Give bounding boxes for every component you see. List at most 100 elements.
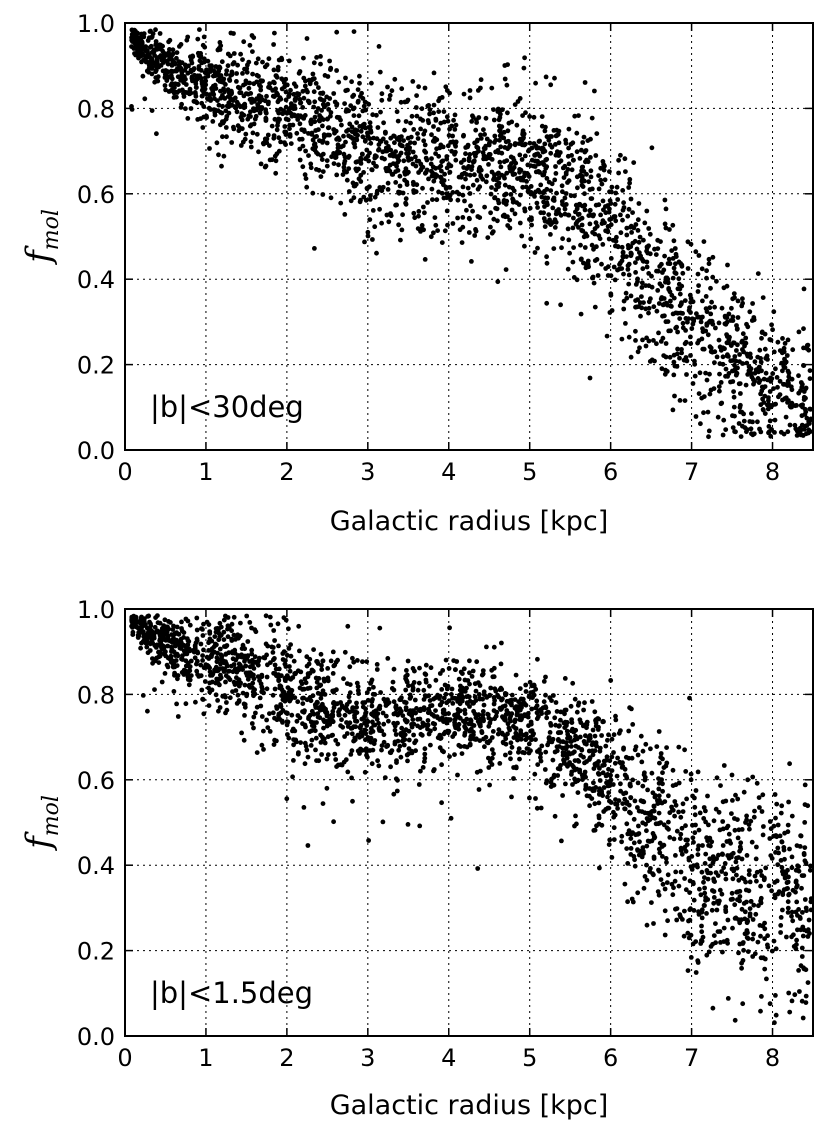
scatter-point xyxy=(773,850,778,855)
scatter-point xyxy=(663,206,669,212)
scatter-point xyxy=(503,267,509,272)
scatter-point xyxy=(409,113,415,119)
scatter-point xyxy=(771,309,777,315)
scatter-point xyxy=(324,756,330,762)
scatter-point xyxy=(391,720,397,726)
scatter-point xyxy=(758,933,763,939)
scatter-point xyxy=(432,215,438,221)
scatter-point xyxy=(406,728,412,734)
scatter-point xyxy=(702,890,708,896)
scatter-point xyxy=(471,708,476,714)
scatter-point xyxy=(167,52,173,58)
scatter-point xyxy=(319,157,325,163)
scatter-point xyxy=(633,260,638,265)
scatter-point xyxy=(552,75,557,81)
scatter-point xyxy=(312,134,318,140)
scatter-point xyxy=(806,917,812,923)
scatter-point xyxy=(621,306,627,312)
scatter-point xyxy=(362,138,368,144)
scatter-point xyxy=(566,161,572,167)
scatter-point xyxy=(361,170,366,175)
scatter-point xyxy=(731,394,737,400)
scatter-point xyxy=(365,754,370,760)
scatter-point xyxy=(611,750,616,755)
scatter-point xyxy=(380,819,386,825)
scatter-point xyxy=(720,799,726,805)
scatter-point xyxy=(195,658,200,664)
scatter-point xyxy=(160,48,166,54)
scatter-point xyxy=(639,280,645,286)
scatter-point xyxy=(154,642,160,648)
scatter-point xyxy=(664,880,670,885)
scatter-point xyxy=(221,153,227,159)
scatter-point xyxy=(737,352,742,357)
scatter-point xyxy=(185,672,191,677)
scatter-point xyxy=(298,100,303,106)
scatter-point xyxy=(345,127,351,133)
scatter-point xyxy=(478,85,483,91)
scatter-point xyxy=(611,809,616,815)
scatter-point xyxy=(428,234,434,240)
scatter-point xyxy=(673,251,679,257)
scatter-point xyxy=(687,292,693,298)
scatter-point xyxy=(322,692,328,697)
scatter-point xyxy=(416,213,421,219)
scatter-point xyxy=(567,735,573,740)
scatter-point xyxy=(697,370,703,376)
scatter-point xyxy=(414,113,420,119)
scatter-point xyxy=(679,262,685,268)
scatter-point xyxy=(758,1008,763,1014)
scatter-point xyxy=(584,759,589,764)
scatter-point xyxy=(303,724,308,730)
scatter-point xyxy=(346,166,352,172)
scatter-point xyxy=(207,631,213,636)
scatter-point xyxy=(217,705,223,710)
scatter-point xyxy=(560,752,566,758)
scatter-point xyxy=(400,212,405,218)
scatter-point xyxy=(541,210,546,216)
scatter-point xyxy=(247,80,253,86)
scatter-point xyxy=(302,83,308,89)
scatter-point xyxy=(389,172,395,177)
scatter-point xyxy=(539,123,545,129)
scatter-point xyxy=(431,768,436,774)
scatter-point xyxy=(450,221,456,226)
scatter-point xyxy=(797,989,802,994)
scatter-point xyxy=(732,429,737,434)
scatter-point xyxy=(496,150,502,155)
scatter-point xyxy=(608,777,614,783)
scatter-point xyxy=(159,55,164,61)
scatter-point xyxy=(647,839,652,844)
scatter-point xyxy=(723,373,728,379)
scatter-point xyxy=(658,877,664,882)
scatter-point xyxy=(596,815,602,821)
scatter-point xyxy=(516,746,522,752)
scatter-point xyxy=(758,883,763,889)
scatter-point xyxy=(784,353,790,358)
scatter-point xyxy=(327,132,332,138)
scatter-point xyxy=(312,246,317,251)
scatter-point xyxy=(307,81,313,87)
scatter-point xyxy=(342,212,348,217)
scatter-point xyxy=(272,662,278,668)
scatter-point xyxy=(542,128,548,134)
scatter-point xyxy=(377,69,383,75)
scatter-point xyxy=(335,142,341,148)
scatter-point xyxy=(489,230,495,236)
scatter-point xyxy=(495,171,501,177)
scatter-point xyxy=(591,212,596,218)
scatter-point xyxy=(576,211,582,217)
scatter-point xyxy=(554,149,560,155)
scatter-point xyxy=(787,761,792,767)
scatter-point xyxy=(295,117,301,122)
scatter-point xyxy=(688,353,693,358)
scatter-point xyxy=(804,415,810,421)
scatter-point xyxy=(570,140,576,146)
scatter-point xyxy=(587,375,593,381)
scatter-point xyxy=(203,82,209,88)
scatter-point xyxy=(352,183,358,189)
scatter-point xyxy=(228,663,234,669)
scatter-point xyxy=(193,93,199,99)
scatter-point xyxy=(215,698,221,703)
scatter-point xyxy=(705,793,710,799)
